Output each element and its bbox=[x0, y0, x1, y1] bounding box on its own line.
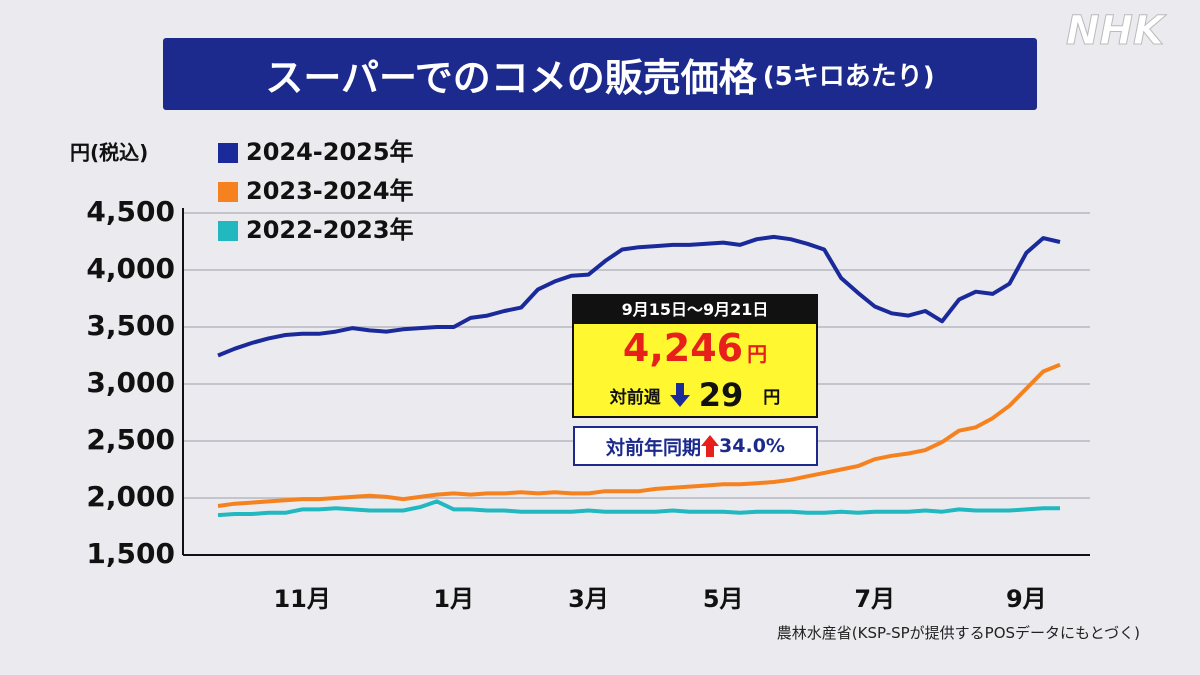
source: 農林水産省(KSP-SPが提供するPOSデータにもとづく) bbox=[776, 623, 1140, 642]
chart-subtitle: (5キロあたり) bbox=[762, 61, 935, 92]
yoy-change: 34.0% bbox=[719, 435, 785, 457]
x-tick-label: 7月 bbox=[854, 585, 895, 613]
wow-row: 対前週 29 円 bbox=[610, 376, 781, 414]
wow-unit: 円 bbox=[763, 387, 781, 408]
y-tick-label: 3,000 bbox=[86, 366, 175, 399]
up-arrow bbox=[701, 435, 720, 457]
down-arrow bbox=[669, 383, 690, 407]
series-line bbox=[217, 499, 1060, 518]
price: 4,246 bbox=[622, 326, 744, 370]
wow-change: 29 bbox=[698, 376, 744, 414]
y-tick-label: 4,500 bbox=[86, 195, 175, 228]
y-tick-label: 1,500 bbox=[86, 537, 175, 570]
legend-swatch bbox=[218, 182, 238, 202]
callout-price: 4,246 円 対前週 29 円 bbox=[572, 322, 818, 418]
x-tick-label: 9月 bbox=[1006, 585, 1047, 613]
x-tick-label: 3月 bbox=[568, 585, 609, 613]
series-line bbox=[217, 234, 1061, 358]
y-tick-label: 2,500 bbox=[86, 423, 175, 456]
title-banner: スーパーでのコメの販売価格 (5キロあたり) bbox=[163, 38, 1037, 110]
series-line bbox=[217, 362, 1061, 508]
legend-label: 2023-2024年 bbox=[246, 177, 414, 205]
yoy-label: 対前年同期 bbox=[606, 436, 702, 459]
callout-yoy: 対前年同期 34.0% bbox=[573, 426, 818, 466]
price-row: 4,246 円 bbox=[623, 326, 767, 370]
y-axis-label: 円(税込) bbox=[70, 141, 148, 165]
callout-period: 9月15日～9月21日 bbox=[572, 294, 818, 322]
price-unit: 円 bbox=[747, 342, 768, 366]
legend-swatch bbox=[218, 143, 238, 163]
legend-label: 2024-2025年 bbox=[246, 138, 414, 166]
legend-label: 2022-2023年 bbox=[246, 216, 414, 244]
x-tick-label: 5月 bbox=[703, 585, 744, 613]
x-tick-label: 1月 bbox=[433, 585, 474, 613]
legend-swatch bbox=[218, 221, 238, 241]
y-tick-label: 2,000 bbox=[86, 480, 175, 513]
y-tick-label: 4,000 bbox=[86, 252, 175, 285]
x-tick-label: 11月 bbox=[273, 585, 330, 613]
logo: NHK bbox=[1066, 8, 1165, 55]
chart-title: スーパーでのコメの販売価格 bbox=[265, 55, 757, 100]
wow-label: 対前週 bbox=[609, 387, 661, 408]
y-tick-label: 3,500 bbox=[86, 309, 175, 342]
